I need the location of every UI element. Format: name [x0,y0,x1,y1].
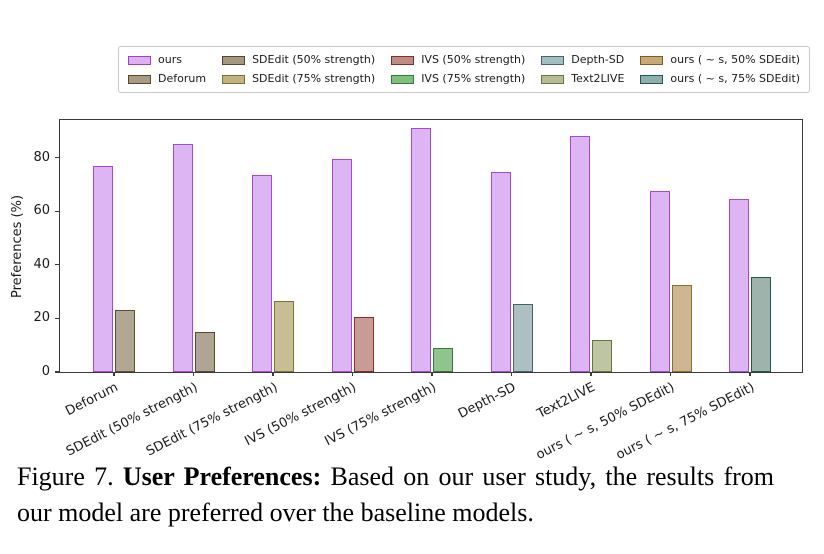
legend-swatch [541,55,565,65]
bar-ours [93,165,113,372]
legend-item: Deforum [128,70,206,88]
legend-label: SDEdit (50% strength) [252,53,376,66]
legend-label: Depth-SD [571,53,625,66]
bar-ours [649,191,670,372]
legend-label: SDEdit (75% strength) [252,72,376,85]
y-tick-mark [55,317,60,319]
legend-item: IVS (50% strength) [391,51,525,69]
caption-bold: User Preferences: [122,462,322,491]
caption-prefix: Figure 7. [17,462,114,491]
bar-baseline [194,331,215,372]
legend-item: SDEdit (75% strength) [222,70,375,88]
legend-label: ours [158,53,182,66]
x-tick-label-text: ours ( ~ s, 75% SDEdit) [613,380,757,463]
bar-ours [331,158,352,372]
bar-ours [490,172,511,372]
y-tick-mark [55,156,60,159]
legend-swatch [541,74,565,84]
caption-rest: Based on our user study, the results fro… [17,462,775,527]
legend-swatch [640,74,664,84]
legend-label: IVS (75% strength) [421,72,526,85]
x-tick-mark [192,372,195,376]
y-tick-label: 40 [33,256,50,272]
x-tick-mark [272,372,274,376]
bar-baseline [592,339,612,372]
legend-label: ours ( ~ s, 50% SDEdit) [670,53,801,66]
legend-label: Text2LIVE [571,72,625,85]
bar-baseline [274,300,294,372]
x-tick-label-text: Deforum [63,380,121,420]
legend-swatch [128,74,151,84]
y-tick-mark [55,264,60,266]
legend-swatch [222,74,246,84]
bar-baseline [751,276,771,372]
legend-swatch [640,55,664,65]
bar-baseline [512,303,533,372]
legend-item: Depth-SD [541,51,624,69]
y-tick-label: 0 [41,364,50,379]
bar-ours [570,136,590,372]
legend-swatch [391,55,415,65]
legend-item: IVS (75% strength) [391,70,525,88]
bar-baseline [671,284,692,372]
x-tick-mark [113,372,115,376]
x-tick-label-text: ours ( ~ s, 50% SDEdit) [533,380,678,463]
x-tick-label-text: SDEdit (75% strength) [143,380,280,460]
x-tick-mark [749,372,751,376]
bar-ours [252,174,272,372]
x-tick-mark [431,372,433,376]
legend-item: ours [128,51,206,69]
legend-item: ours ( ~ s, 50% SDEdit) [640,51,800,69]
legend-swatch [128,55,151,65]
legend-swatch [391,74,415,84]
x-tick-label-text: Depth-SD [455,380,519,422]
bar-ours [729,199,749,372]
x-tick-label-text: Text2LIVE [535,380,598,422]
bar-baseline [353,317,374,372]
figure-caption: Figure 7. User Preferences: Based on our… [17,459,774,531]
legend-label: ours ( ~ s, 75% SDEdit) [670,72,801,85]
y-tick-label: 60 [33,203,50,219]
x-tick-mark [590,372,592,376]
plot-area: Preferences (%) 0 20 40 60 80 Deforum SDEdit (… [11,119,803,463]
legend-label: Deforum [158,72,207,85]
bar-baseline [115,310,135,372]
legend-label: IVS (50% strength) [421,53,526,66]
legend-swatch [222,55,246,65]
y-tick-label: 80 [33,149,50,165]
x-tick-label-text: SDEdit (50% strength) [63,380,201,460]
y-tick-mark [55,371,60,373]
x-tick-mark [510,372,513,376]
legend-item: ours ( ~ s, 75% SDEdit) [640,70,800,88]
bar-ours [172,144,193,372]
bar-baseline [433,347,453,372]
x-tick-mark [351,372,354,376]
legend-item: SDEdit (50% strength) [222,51,375,69]
bar-ours [411,128,431,372]
y-tick-label: 20 [33,310,50,326]
x-tick-mark [669,372,672,376]
legend: ours Deforum SDEdit (50% strength) SDEdit (… [118,46,811,93]
y-tick-mark [55,210,60,212]
legend-item: Text2LIVE [541,70,624,88]
